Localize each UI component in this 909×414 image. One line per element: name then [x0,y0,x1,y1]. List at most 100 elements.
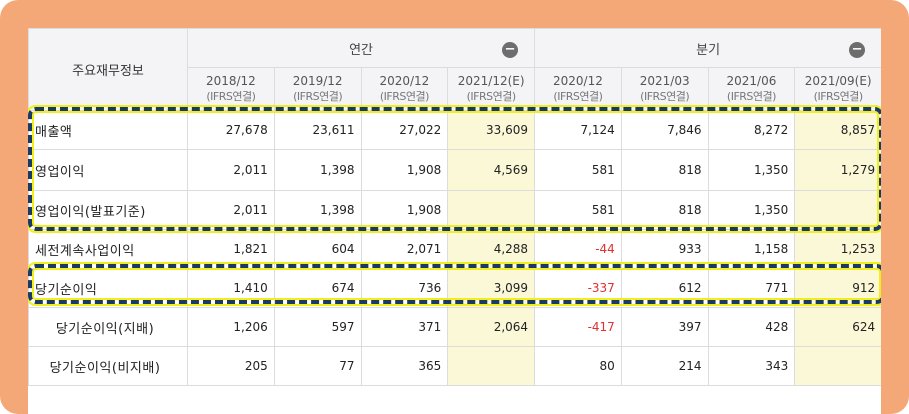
value-cell: 77 [273,346,362,386]
value-cell: 2,071 [360,229,449,269]
value-cell: 4,569 [447,149,536,191]
value-cell: 771 [707,268,796,308]
period-date: 2021/09(E) [804,74,872,88]
period-basis: (IFRS연결) [813,90,864,103]
value-cell: 597 [273,307,362,347]
period-basis: (IFRS연결) [466,90,517,103]
value-cell: 1,398 [273,190,362,230]
value-cell: 397 [620,307,709,347]
value-cell: 27,022 [360,110,449,150]
period-date: 2020/12 [379,74,430,88]
value-cell: 1,821 [187,229,275,269]
value-cell [794,346,881,386]
period-header-5: 2021/03 (IFRS연결) [620,67,709,111]
value-cell: 1,410 [187,268,275,308]
value-cell [794,190,881,230]
value-cell: 1,158 [707,229,796,269]
table-row: 세전계속사업이익 1,821 604 2,071 4,288 -44 933 1,158 1,2… [28,229,881,269]
period-basis: (IFRS연결) [553,90,603,103]
value-cell: 343 [707,346,796,386]
period-date: 2021/12(E) [457,74,525,88]
value-cell: 1,908 [360,149,449,191]
value-cell: 3,099 [447,268,536,308]
value-cell [447,190,536,230]
value-cell: 27,678 [187,110,275,150]
value-cell: 1,350 [707,149,796,191]
table-row: 당기순이익(비지배) 205 77 365 80 214 343 [28,346,881,386]
annual-group-label: 연간 [349,42,373,58]
row-label: 영업이익(발표기준) [28,190,188,230]
row-label: 당기순이익(비지배) [28,346,188,386]
quarter-collapse-icon[interactable]: − [849,42,866,58]
value-cell: 1,908 [360,190,449,230]
value-cell: 33,609 [447,110,536,150]
period-header-1: 2019/12 (IFRS연결) [273,67,362,111]
value-cell: 80 [534,346,622,386]
value-cell: 581 [534,149,622,191]
value-cell: 1,279 [794,149,881,191]
value-cell: -337 [534,268,622,308]
period-date: 2021/06 [726,74,777,88]
period-header-7: 2021/09(E) (IFRS연결) [794,67,881,111]
value-cell: 581 [534,190,622,230]
period-header-3: 2021/12(E) (IFRS연결) [447,67,536,111]
period-header-2: 2020/12 (IFRS연결) [360,67,449,111]
value-cell: 23,611 [273,110,362,150]
value-cell: 1,206 [187,307,275,347]
period-basis: (IFRS연결) [379,90,430,103]
row-label: 영업이익 [28,149,188,191]
financial-table: 주요재무정보 연간 − 분기 − 2018/12 (IFRS연결) 2019/12 (… [28,28,881,386]
period-basis: (IFRS연결) [206,90,256,103]
value-cell: 214 [620,346,709,386]
period-header-4: 2020/12 (IFRS연결) [534,67,622,111]
value-cell: 4,288 [447,229,536,269]
value-cell: 2,011 [187,149,275,191]
value-cell: 933 [620,229,709,269]
value-cell: 1,398 [273,149,362,191]
period-date: 2019/12 [292,74,343,88]
table-row: 영업이익 2,011 1,398 1,908 4,569 581 818 1,350 1,279 [28,149,881,191]
period-basis: (IFRS연결) [640,90,690,103]
annual-group-header: 연간 − [186,28,536,68]
value-cell: -417 [534,307,622,347]
value-cell: 8,272 [707,110,796,150]
value-cell: 7,124 [534,110,622,150]
value-cell: 2,064 [447,307,536,347]
value-cell: 1,350 [707,190,796,230]
row-label: 매출액 [28,110,188,150]
row-label: 세전계속사업이익 [28,229,188,269]
period-header-0: 2018/12 (IFRS연결) [187,67,275,111]
value-cell: 2,011 [187,190,275,230]
quarter-group-label: 분기 [696,42,721,58]
period-basis: (IFRS연결) [293,90,343,103]
value-cell: 612 [620,268,709,308]
table-title: 주요재무정보 [28,28,188,111]
table-row: 영업이익(발표기준) 2,011 1,398 1,908 581 818 1,350 [28,190,881,230]
period-header-6: 2021/06 (IFRS연결) [707,67,796,111]
value-cell: 912 [794,268,881,308]
period-date: 2020/12 [552,74,603,88]
value-cell: 365 [360,346,449,386]
table-row: 당기순이익(지배) 1,206 597 371 2,064 -417 397 428 624 [28,307,881,347]
financial-summary-panel: 주요재무정보 연간 − 분기 − 2018/12 (IFRS연결) 2019/12 (… [28,28,881,414]
row-label: 당기순이익(지배) [28,307,188,347]
value-cell: 624 [794,307,881,347]
value-cell: -44 [534,229,622,269]
value-cell: 371 [360,307,449,347]
value-cell [447,346,536,386]
value-cell: 205 [187,346,275,386]
quarter-group-header: 분기 − [534,28,881,68]
period-date: 2018/12 [205,74,256,88]
value-cell: 7,846 [620,110,709,150]
value-cell: 818 [620,149,709,191]
period-date: 2021/03 [639,74,690,88]
value-cell: 604 [273,229,362,269]
value-cell: 1,253 [794,229,881,269]
table-row: 매출액 27,678 23,611 27,022 33,609 7,124 7,846 8,2… [28,110,881,150]
annual-collapse-icon[interactable]: − [502,42,519,58]
row-label: 당기순이익 [28,268,188,308]
value-cell: 736 [360,268,449,308]
value-cell: 8,857 [794,110,881,150]
table-row: 당기순이익 1,410 674 736 3,099 -337 612 771 912 [28,268,881,308]
value-cell: 428 [707,307,796,347]
